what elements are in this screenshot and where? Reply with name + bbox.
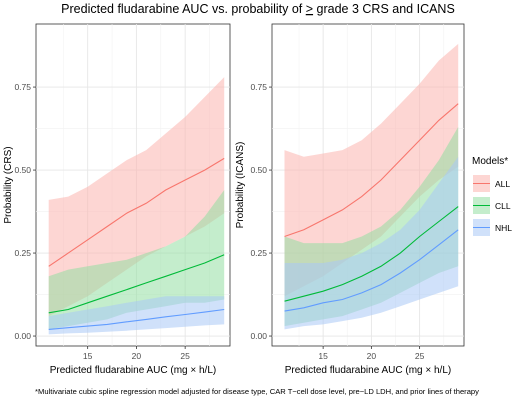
crs-y-tick-label: 0.25 (14, 248, 31, 258)
icans-all-ci-band (284, 43, 459, 297)
crs-all-line (48, 157, 225, 267)
icans-nhl-ci-band (284, 156, 459, 330)
icans-nhl-line (284, 229, 459, 312)
crs-y-axis-label: Probability (CRS) (3, 146, 14, 223)
legend-label-all: ALL (495, 179, 510, 189)
crs-x-tick-label: 25 (180, 351, 190, 361)
legend: Models* ALL CLL NHL (472, 156, 512, 236)
figure-title: Predicted fludarabine AUC vs. probabilit… (61, 2, 455, 16)
crs-x-tick-label: 15 (83, 351, 93, 361)
icans-all-line (284, 103, 459, 238)
crs-cll-ci-band (48, 190, 225, 330)
crs-y-tick-label: 0.00 (14, 331, 31, 341)
legend-label-cll: CLL (495, 201, 511, 211)
icans-x-tick-label: 25 (415, 351, 425, 361)
icans-y-tick-label: 0.50 (250, 165, 267, 175)
icans-x-tick-label: 15 (318, 351, 328, 361)
icans-panel: 15 20 25 0.00 0.25 0.50 0.75 Predicted fludarab… (235, 23, 465, 376)
icans-y-tick-label: 0.00 (250, 331, 267, 341)
crs-nhl-ci-band (48, 296, 225, 335)
crs-y-tick-label: 0.50 (14, 165, 31, 175)
icans-x-axis-label: Predicted fludarabine AUC (mg × h/L) (285, 365, 451, 376)
legend-title: Models* (472, 156, 508, 167)
crs-y-tick-label: 0.75 (14, 82, 31, 92)
icans-cll-line (284, 206, 459, 302)
crs-x-tick-label: 20 (132, 351, 142, 361)
crs-cll-line (48, 254, 225, 314)
icans-y-tick-label: 0.75 (250, 82, 267, 92)
icans-y-axis-label: Probability (ICANS) (235, 142, 246, 229)
crs-x-axis-label: Predicted fludarabine AUC (mg × h/L) (50, 365, 216, 376)
footnote: *Multivariate cubic spline regression mo… (35, 387, 479, 396)
crs-panel: 15 20 25 0.00 0.25 0.50 0.75 Predicted fludarab… (3, 23, 231, 376)
legend-label-nhl: NHL (495, 223, 512, 233)
crs-nhl-line (48, 308, 225, 330)
crs-all-ci-band (48, 77, 225, 317)
icans-x-tick-label: 20 (367, 351, 377, 361)
icans-y-tick-label: 0.25 (250, 248, 267, 258)
